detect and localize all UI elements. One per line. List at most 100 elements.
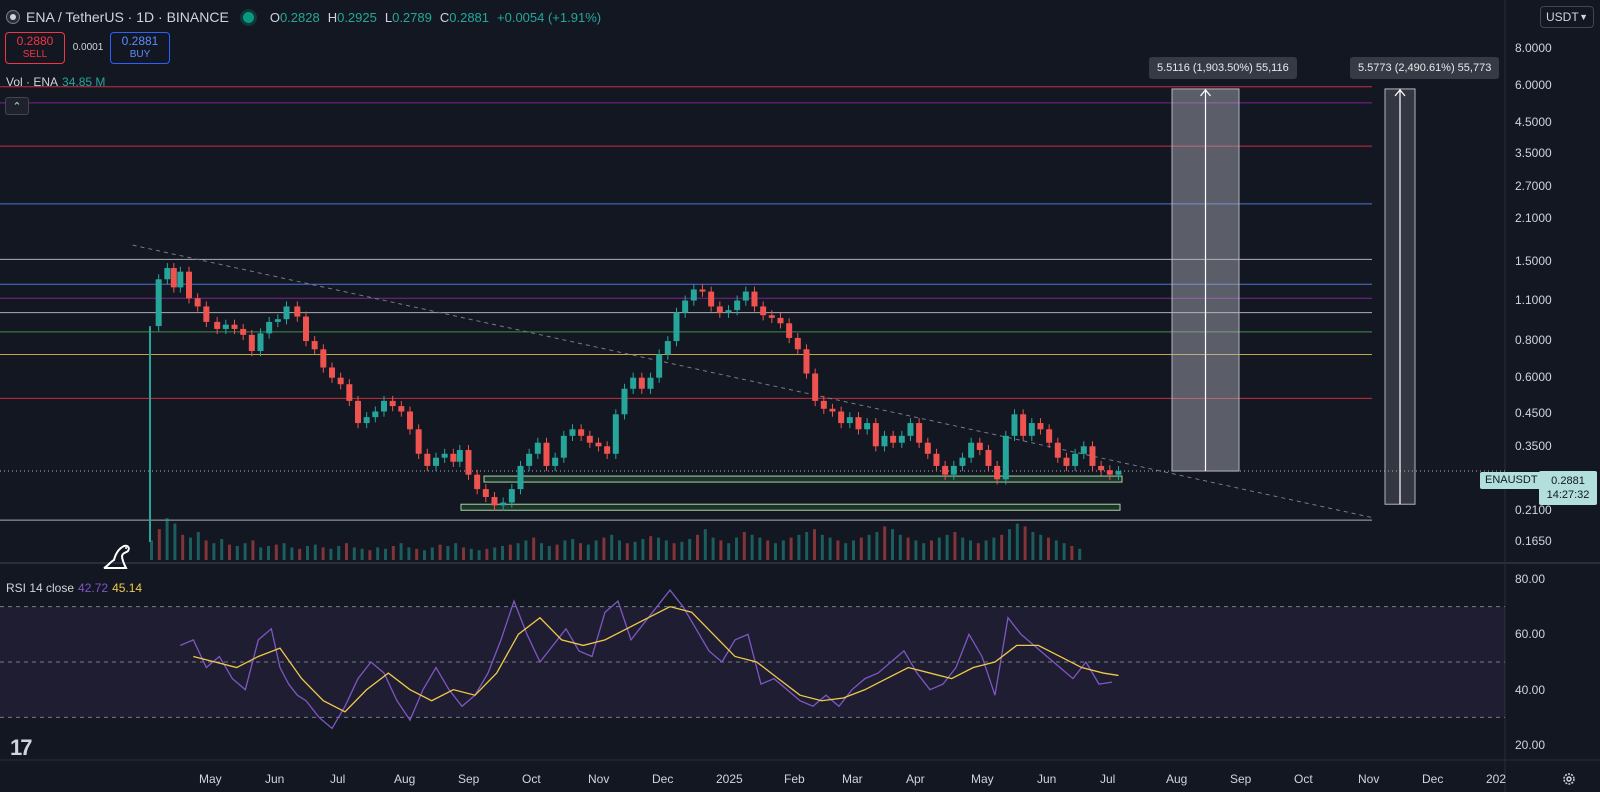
- volume-bar: [602, 537, 606, 560]
- volume-bar: [649, 536, 653, 560]
- candle-body: [907, 423, 914, 436]
- volume-bar: [719, 540, 723, 560]
- rsi-legend[interactable]: RSI 14 close 42.72 45.14: [6, 581, 142, 595]
- candle-body: [1046, 429, 1053, 443]
- gear-icon[interactable]: [1561, 771, 1577, 787]
- time-axis-tick: Sep: [1230, 772, 1252, 786]
- volume-bar: [696, 534, 699, 560]
- time-axis-tick: Jul: [1100, 772, 1116, 786]
- candle-body: [240, 328, 247, 335]
- candle-body: [794, 337, 801, 350]
- volume-bar: [150, 540, 153, 560]
- candle-body: [283, 306, 290, 320]
- market-open-status-icon: [242, 11, 254, 23]
- volume-bar: [462, 547, 465, 560]
- volume-bar: [1000, 534, 1004, 560]
- candle-body: [595, 442, 602, 447]
- candle-body: [820, 400, 827, 409]
- volume-bar: [493, 547, 497, 560]
- candle-body: [155, 279, 162, 327]
- volume-legend[interactable]: Vol · ENA 34.85 M: [6, 75, 105, 89]
- volume-bar: [766, 540, 770, 560]
- candle-body: [786, 323, 793, 338]
- volume-bar: [961, 537, 965, 560]
- candle-body: [424, 453, 431, 466]
- candle-body: [1028, 423, 1035, 436]
- currency-selector[interactable]: USDT ▼: [1540, 6, 1594, 28]
- candle-body: [363, 417, 370, 424]
- candle-body: [441, 453, 448, 458]
- candle-body: [465, 449, 472, 475]
- volume-bar: [384, 548, 387, 560]
- support-zone-1: [460, 503, 1121, 511]
- candle-body: [890, 435, 897, 443]
- time-axis-tick: Oct: [522, 772, 541, 786]
- candle-body: [959, 457, 966, 466]
- candle-body: [699, 289, 706, 292]
- volume-bar: [945, 534, 949, 560]
- volume-bar: [930, 540, 933, 560]
- rsi-ma-legend-value: 45.14: [112, 581, 143, 595]
- volume-bar: [540, 543, 543, 560]
- candle-body: [1098, 465, 1105, 471]
- volume-bar: [477, 550, 481, 560]
- volume-bar: [469, 548, 473, 560]
- volume-bar: [368, 550, 372, 560]
- candle-body: [985, 449, 992, 466]
- symbol-header: ENA / TetherUS · 1D · BINANCE O0.2828 H0…: [6, 8, 605, 26]
- time-axis-tick: Aug: [1166, 772, 1188, 786]
- volume-bar: [165, 518, 169, 560]
- volume-bar: [735, 537, 738, 560]
- candle-body: [248, 334, 255, 351]
- candle-body: [560, 435, 567, 458]
- tradingview-logo-icon[interactable]: 17: [10, 735, 33, 760]
- buy-button[interactable]: 0.2881 BUY: [110, 32, 170, 64]
- volume-bar: [750, 534, 754, 560]
- trendline: [132, 244, 1373, 519]
- candle-body: [302, 316, 309, 342]
- candle-body: [690, 289, 697, 301]
- volume-bar: [953, 532, 957, 560]
- volume-legend-label: Vol · ENA: [6, 75, 59, 89]
- candle-body: [647, 377, 654, 389]
- volume-bar: [922, 543, 926, 560]
- sell-button[interactable]: 0.2880 SELL: [5, 32, 65, 64]
- volume-bar: [274, 544, 278, 560]
- time-axis-tick: Feb: [784, 772, 805, 786]
- ohlc-high: H0.2925: [327, 9, 377, 25]
- candle-body: [222, 324, 229, 329]
- chevron-down-icon: ▼: [1579, 12, 1588, 22]
- candle-body: [950, 465, 957, 475]
- candle-body: [1002, 435, 1009, 480]
- price-axis-tick: 4.5000: [1515, 115, 1552, 129]
- projection-label-1[interactable]: 5.5116 (1,903.50%) 55,116: [1149, 57, 1297, 79]
- candle-body: [1072, 453, 1079, 466]
- currency-value: USDT: [1546, 10, 1579, 24]
- volume-bar: [797, 534, 801, 560]
- candle-body: [170, 268, 177, 288]
- volume-bar: [992, 537, 996, 560]
- candle-body: [1011, 414, 1018, 436]
- candle-body: [933, 453, 940, 466]
- time-axis-tick: Dec: [1422, 772, 1444, 786]
- price-axis-tick: 2.7000: [1515, 179, 1552, 193]
- volume-bar: [196, 532, 200, 560]
- symbol-title[interactable]: ENA / TetherUS · 1D · BINANCE: [26, 9, 229, 25]
- candle-body: [491, 496, 498, 506]
- candle-body: [916, 423, 923, 443]
- symbol-logo-icon: [6, 10, 20, 24]
- candle-body: [380, 400, 387, 412]
- candle-body: [924, 442, 931, 454]
- time-axis-tick: May: [971, 772, 994, 786]
- candle-body: [311, 341, 318, 350]
- projection-label-2[interactable]: 5.5773 (2,490.61%) 55,773: [1350, 57, 1500, 79]
- candle-body: [543, 442, 550, 466]
- candle-body: [682, 300, 689, 313]
- volume-bar: [789, 537, 793, 560]
- rsi-line: [180, 589, 1113, 730]
- collapse-legend-button[interactable]: ⌃: [5, 97, 29, 115]
- rsi-axis-tick: 80.00: [1515, 572, 1546, 586]
- sell-label: SELL: [22, 49, 48, 60]
- volume-bar: [586, 544, 590, 560]
